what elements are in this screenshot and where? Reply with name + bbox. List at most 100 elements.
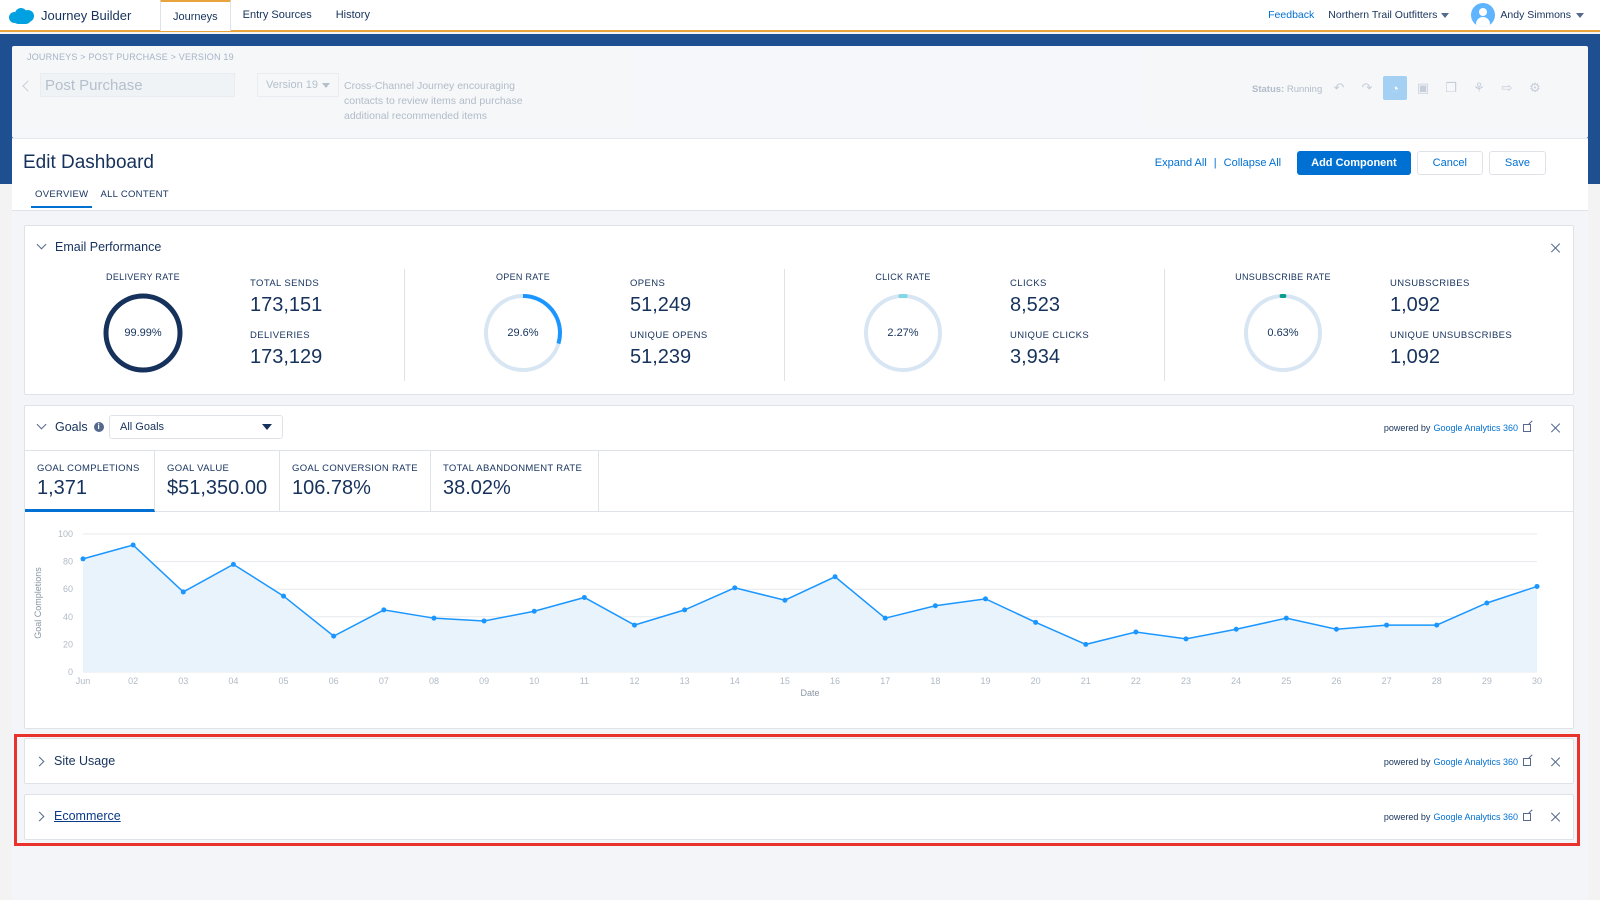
tab-overview[interactable]: OVERVIEW [31,189,93,208]
powered-by: powered by Google Analytics 360 [1384,812,1531,822]
y-axis-label: Goal Completions [33,567,43,639]
tab-all-content[interactable]: ALL CONTENT [100,189,169,200]
google-analytics-link[interactable]: Google Analytics 360 [1433,812,1518,822]
x-tick-label: 19 [980,676,990,686]
goals-select-value: All Goals [120,421,165,433]
x-tick-label: 16 [830,676,840,686]
google-analytics-link[interactable]: Google Analytics 360 [1433,423,1518,433]
x-tick-label: 30 [1532,676,1542,686]
close-icon[interactable] [1551,757,1561,767]
data-point [1233,626,1239,632]
y-tick-label: 20 [63,639,73,649]
goal-tab-label: GOAL COMPLETIONS [37,463,140,474]
chevron-down-icon [36,419,47,430]
y-tick-label: 40 [63,612,73,622]
x-tick-label: 08 [429,676,439,686]
close-icon[interactable] [1551,423,1561,433]
separator: | [1213,157,1217,169]
nav-tab-entry-sources[interactable]: Entry Sources [242,9,312,21]
exit-icon[interactable]: ⇨ [1501,80,1513,95]
close-icon[interactable] [1551,243,1561,253]
dashboard-icon[interactable]: ◔ [1383,76,1407,100]
redo-icon[interactable]: ↷ [1361,80,1373,95]
save-button[interactable]: Save [1488,151,1546,175]
stat-label: UNIQUE OPENS [630,330,708,341]
x-tick-label: 21 [1081,676,1091,686]
app-name: Journey Builder [41,7,132,23]
trophy-icon[interactable]: ⚘ [1473,80,1485,95]
settings-icon[interactable]: ⚙ [1529,80,1541,95]
x-tick-label: 10 [529,676,539,686]
app-logo[interactable]: Journey Builder [0,7,160,24]
stat-value: 1,092 [1390,346,1441,368]
data-point [581,594,587,600]
x-tick-label: 26 [1331,676,1341,686]
card-title[interactable]: Ecommerce [54,809,121,823]
feedback-link[interactable]: Feedback [1268,9,1315,21]
stat-value: 3,934 [1010,346,1061,368]
divider [1164,269,1165,381]
data-point [882,615,888,621]
data-point [381,607,387,613]
chevron-down-icon [36,239,47,250]
email-performance-header[interactable]: Email Performance [35,239,161,254]
dashboard-header: Edit Dashboard OVERVIEW ALL CONTENT Expa… [12,139,1588,211]
org-switcher[interactable]: Northern Trail Outfitters [1328,9,1450,21]
collapse-all-link[interactable]: Collapse All [1223,157,1282,169]
journey-status: Status: Running [1252,84,1322,95]
external-link-icon[interactable] [1523,424,1531,432]
nav-tab-history[interactable]: History [335,9,370,21]
breadcrumb[interactable]: JOURNEYS > POST PURCHASE > VERSION 19 [27,52,234,62]
metric-block: UNSUBSCRIBE RATE 0.63% UNSUBSCRIBES 1,092 UN… [1165,266,1545,382]
stat-value: 51,239 [630,346,692,368]
card-title: Goals [55,420,88,434]
ecommerce-card: Ecommerce powered by Google Analytics 36… [24,794,1574,840]
add-component-button[interactable]: Add Component [1297,151,1411,175]
stat-label: UNSUBSCRIBES [1390,278,1470,289]
copy-icon[interactable]: ❐ [1445,80,1457,95]
metric-block: OPEN RATE 29.6% OPENS 51,249 UNIQUE OPENS 51,… [405,266,785,382]
goals-header[interactable]: Goals i [35,419,104,434]
ecommerce-header[interactable]: Ecommerce [34,809,121,823]
external-link-icon[interactable] [1523,758,1531,766]
x-tick-label: 05 [279,676,289,686]
user-menu[interactable]: Andy Simmons [1471,3,1584,27]
goal-tab-value-tab[interactable]: GOAL VALUE $51,350.00 [155,451,280,512]
goals-select[interactable]: All Goals [109,415,283,439]
page-title: Edit Dashboard [23,152,154,173]
info-icon[interactable]: i [93,422,104,432]
journey-name-field[interactable]: Post Purchase [40,73,235,97]
user-name: Andy Simmons [1500,9,1571,21]
y-tick-label: 60 [63,584,73,594]
close-icon[interactable] [1551,812,1561,822]
goal-tab-label: TOTAL ABANDONMENT RATE [443,463,583,474]
x-tick-label: 04 [228,676,238,686]
undo-icon[interactable]: ↶ [1333,80,1345,95]
camera-icon[interactable]: ▣ [1416,80,1430,95]
x-tick-label: 06 [329,676,339,686]
google-analytics-link[interactable]: Google Analytics 360 [1433,757,1518,767]
ring-fill [864,294,942,372]
x-tick-label: 07 [379,676,389,686]
stat-label: CLICKS [1010,278,1047,289]
cancel-button[interactable]: Cancel [1416,151,1483,175]
nav-tab-journeys[interactable]: Journeys [160,0,231,31]
rate-ring [864,294,942,372]
goal-tab-conversion-rate[interactable]: GOAL CONVERSION RATE 106.78% [280,451,431,512]
version-select[interactable]: Version 19 [257,73,339,97]
external-link-icon[interactable] [1523,813,1531,821]
dashboard-tabs: OVERVIEW ALL CONTENT [31,189,173,208]
expand-all-link[interactable]: Expand All [1154,157,1207,169]
goal-tab-label: GOAL VALUE [167,463,230,474]
goal-tab-completions[interactable]: GOAL COMPLETIONS 1,371 [25,451,155,512]
data-point [1384,622,1390,628]
x-tick-label: 03 [178,676,188,686]
data-point [632,622,638,628]
status-label: Status: [1252,84,1285,95]
email-performance-card: Email Performance DELIVERY RATE 99.99% TOT… [24,225,1574,395]
goal-tab-abandonment-rate[interactable]: TOTAL ABANDONMENT RATE 38.02% [431,451,599,512]
data-point [331,633,337,639]
back-icon[interactable] [22,80,34,92]
site-usage-header[interactable]: Site Usage [34,754,115,768]
goal-tab-value: 106.78% [292,477,371,499]
